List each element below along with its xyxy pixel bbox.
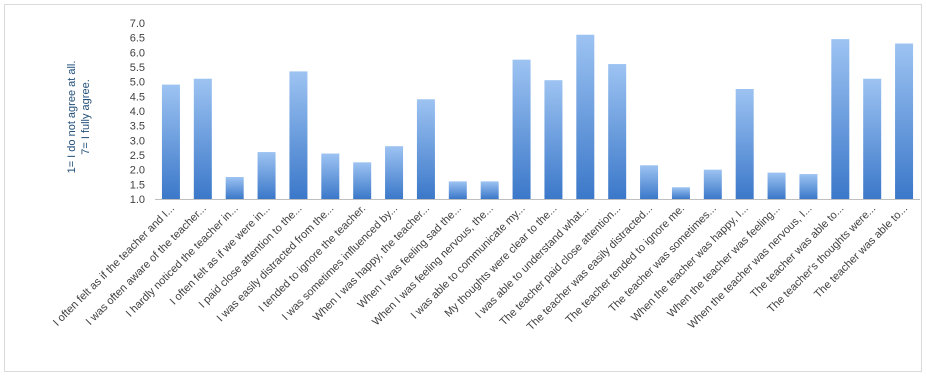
y-tick-label: 3.5 [130,121,145,133]
bar [767,172,786,199]
y-axis-ticks: 1.0 1.5 2.0 2.5 3.0 3.5 4.0 4.5 5.0 5.5 6.0 6.5 7.0 [130,18,145,206]
y-tick-label: 3.0 [130,135,145,147]
bar [608,64,627,199]
y-tick-label: 4.5 [130,91,145,103]
bar [512,59,531,199]
bar [353,162,372,199]
x-category-label: I was easily distracted from the... [215,203,337,325]
bar [193,78,212,199]
y-tick-label: 5.0 [130,77,145,89]
y-tick-label: 6.5 [130,33,145,45]
bar [735,89,754,199]
bar [544,80,563,199]
y-axis-label-line-1: 1= I do not agree at all. [66,61,78,174]
y-axis-label: 1= I do not agree at all. 7= I fully agr… [66,61,92,174]
y-tick-label: 1.0 [130,194,145,206]
bar [640,165,659,199]
x-axis-labels: I often felt as if the teacher and I...I… [51,203,910,333]
bar [703,169,722,199]
bar [448,181,467,199]
bar [895,43,914,200]
x-category-label: When the teacher was happy, I... [629,203,751,325]
y-axis-label-line-2: 7= I fully agree. [80,79,92,155]
y-tick-label: 5.5 [130,62,145,74]
x-category-label: I was often aware of the teacher... [84,203,209,328]
bar [416,99,435,199]
y-tick-label: 1.5 [130,179,145,191]
bar [225,177,244,199]
bar [480,181,499,199]
y-tick-label: 2.5 [130,150,145,162]
chart-frame: 1= I do not agree at all. 7= I fully agr… [4,4,922,372]
x-category-label: I was sometimes influenced by... [280,203,400,323]
y-tick-label: 4.0 [130,106,145,118]
y-tick-label: 2.0 [130,165,145,177]
y-tick-label: 6.0 [130,47,145,59]
bar-chart: 1= I do not agree at all. 7= I fully agr… [51,18,920,333]
bar [799,174,818,199]
bar [863,78,882,199]
bar [257,152,276,199]
bar [576,34,595,199]
x-category-label: When I was happy, the teacher... [311,203,432,324]
bar [161,84,180,199]
bar [385,146,404,199]
bars [161,34,914,200]
bar [831,39,850,200]
bar [321,153,340,199]
x-category-label: I often felt as if the teacher and I... [51,203,177,329]
bar [671,187,690,199]
bar [289,71,308,199]
y-tick-label: 7.0 [130,18,145,30]
